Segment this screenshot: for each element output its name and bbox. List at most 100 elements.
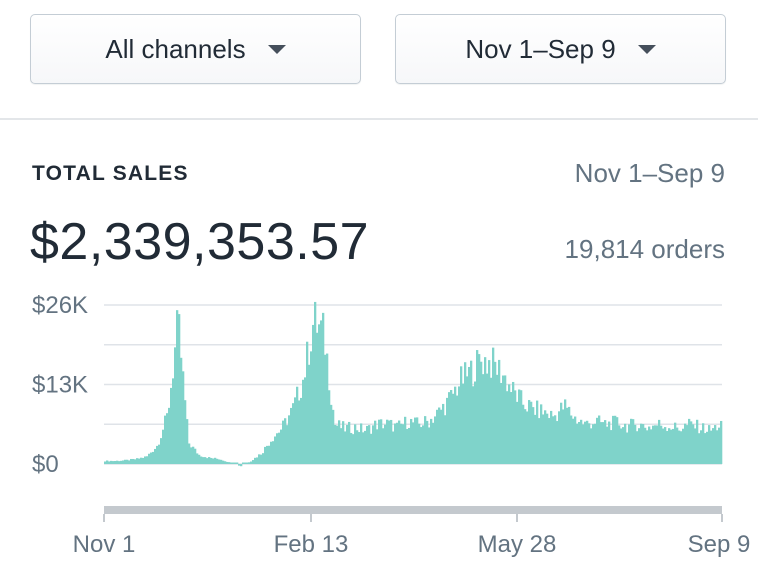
chart-bar xyxy=(698,433,701,464)
chart-bar xyxy=(238,464,241,466)
chart-bar xyxy=(312,324,315,464)
chart-bar xyxy=(236,462,239,464)
chart-bar xyxy=(562,409,565,464)
chart-bar xyxy=(456,395,459,464)
chart-bar xyxy=(576,423,579,464)
chart-bar xyxy=(284,418,287,464)
chart-bar xyxy=(594,423,597,464)
chart-bar xyxy=(268,445,271,464)
chart-bar xyxy=(344,431,347,464)
chart-bar xyxy=(120,460,123,464)
chart-bar xyxy=(518,389,521,464)
chart-bar xyxy=(606,426,609,464)
chart-bar xyxy=(476,350,479,464)
chart-bar xyxy=(586,420,589,464)
x-tick-label: Feb 13 xyxy=(274,531,349,558)
filter-bar: All channels Nov 1–Sep 9 xyxy=(0,0,758,118)
chart-bar xyxy=(458,386,461,464)
chart-bar xyxy=(492,347,495,464)
chart-bar xyxy=(388,420,391,464)
chart-bar xyxy=(560,402,563,464)
chart-bar xyxy=(190,447,193,464)
chart-bar xyxy=(258,454,261,464)
chart-bar xyxy=(424,416,427,464)
chart-bar xyxy=(496,374,499,464)
chart-bar xyxy=(162,429,165,464)
chart-bar xyxy=(538,418,541,464)
chart-bar xyxy=(600,422,603,464)
chart-bar xyxy=(164,415,167,464)
chart-bar xyxy=(540,404,543,464)
chart-bar xyxy=(122,460,125,464)
chart-bar xyxy=(700,430,703,464)
chart-bar xyxy=(128,460,131,464)
chart-bar xyxy=(506,391,509,464)
chart-bar xyxy=(260,454,263,464)
chart-bar xyxy=(536,400,539,464)
chart-bar xyxy=(478,354,481,464)
x-tick-label: Nov 1 xyxy=(73,531,136,558)
chart-bar xyxy=(334,424,337,464)
chart-bar xyxy=(494,361,497,464)
chart-bar xyxy=(310,351,313,464)
chart-bar xyxy=(592,424,595,464)
chart-bar xyxy=(568,406,571,464)
chart-bar xyxy=(140,457,143,464)
chart-bar xyxy=(452,393,455,464)
chart-bar xyxy=(674,422,677,464)
chart-bar xyxy=(186,419,189,464)
chart-bar xyxy=(572,418,575,464)
chart-bar xyxy=(670,429,673,464)
chart-bar xyxy=(398,420,401,464)
chart-bar xyxy=(110,460,113,464)
date-range-dropdown[interactable]: Nov 1–Sep 9 xyxy=(395,14,726,84)
chart-bar xyxy=(624,423,627,464)
chart-bar xyxy=(366,425,369,464)
chart-bar xyxy=(316,332,319,464)
chart-bar xyxy=(328,390,331,464)
chart-bar xyxy=(264,446,267,464)
chart-bar xyxy=(368,425,371,464)
chart-bar xyxy=(182,371,185,464)
chart-bar xyxy=(440,409,443,464)
chart-bar xyxy=(228,462,231,464)
chart-bar xyxy=(176,310,179,464)
chart-bar xyxy=(484,357,487,464)
chart-bar xyxy=(462,383,465,464)
chart-bar xyxy=(256,457,259,464)
chart-bar xyxy=(154,448,157,464)
chart-bar xyxy=(396,422,399,464)
chart-bar xyxy=(410,418,413,464)
chart-bar xyxy=(570,415,573,464)
chart-bar xyxy=(652,425,655,464)
chart-bar xyxy=(206,458,209,464)
channel-filter-dropdown[interactable]: All channels xyxy=(30,14,361,84)
chart-bar xyxy=(692,424,695,464)
orders-count: 19,814 orders xyxy=(564,234,725,264)
chart-bar xyxy=(304,377,307,464)
chart-bar xyxy=(612,415,615,464)
chart-bar xyxy=(224,461,227,464)
chart-bar xyxy=(508,384,511,464)
chart-bar xyxy=(300,397,303,464)
chart-bar xyxy=(622,427,625,464)
caret-down-icon xyxy=(637,44,656,54)
chart-bar xyxy=(596,417,599,464)
chart-scrub-track[interactable] xyxy=(104,506,722,514)
chart-bar xyxy=(150,452,153,464)
chart-bar xyxy=(626,432,629,464)
chart-bar xyxy=(450,390,453,464)
chart-bar xyxy=(132,458,135,464)
chart-bar xyxy=(564,399,567,464)
card-date-range: Nov 1–Sep 9 xyxy=(574,158,725,188)
chart-bar xyxy=(276,433,279,464)
chart-bars xyxy=(104,301,723,467)
chart-bar xyxy=(384,424,387,464)
chart-bar xyxy=(688,418,691,464)
chart-bar xyxy=(374,420,377,464)
chart-bar xyxy=(156,445,159,464)
chart-bar xyxy=(528,400,531,464)
chart-bar xyxy=(136,458,139,464)
sales-chart: $26K $13K $0 Nov 1 Feb 13 May 28 Sep 9 xyxy=(32,292,750,558)
chart-bar xyxy=(512,381,515,464)
